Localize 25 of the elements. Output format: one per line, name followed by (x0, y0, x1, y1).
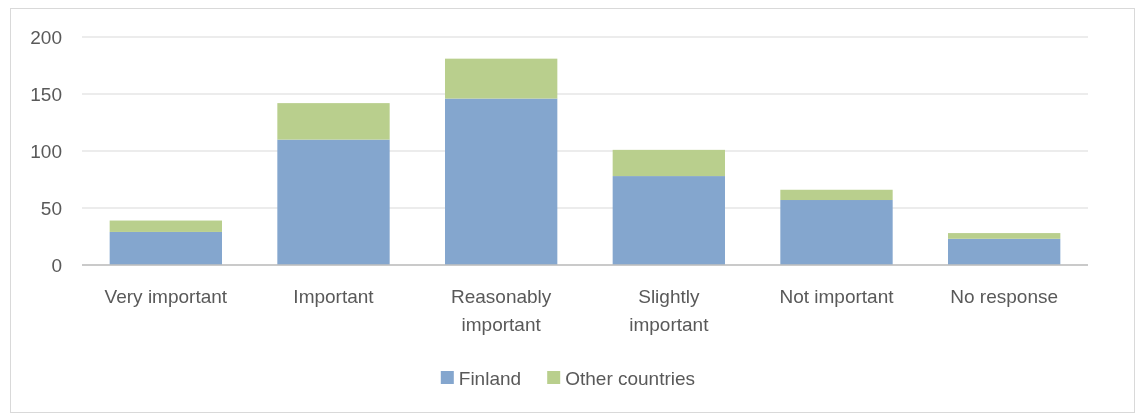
bar (445, 98, 558, 265)
y-tick-label: 100 (30, 140, 62, 162)
bar (780, 200, 893, 265)
x-tick-label: Very important (104, 286, 228, 307)
x-tick-label: Important (293, 286, 375, 307)
y-tick-label: 200 (30, 26, 62, 48)
bar (612, 149, 725, 177)
bar (109, 231, 222, 265)
x-tick-label: Not important (779, 286, 895, 307)
bar (612, 176, 725, 265)
bar (948, 233, 1061, 239)
bar (948, 238, 1061, 265)
bar (445, 58, 558, 99)
x-tick-label: Slightly important (629, 286, 710, 335)
bar (780, 189, 893, 201)
y-tick-label: 150 (30, 83, 62, 105)
bar (277, 139, 390, 265)
legend-label: Other countries (565, 367, 696, 389)
x-tick-label: Reasonably important (450, 286, 552, 335)
bar (109, 220, 222, 232)
legend-label: Finland (458, 367, 522, 389)
y-tick-label: 0 (51, 254, 62, 276)
y-tick-label: 50 (40, 197, 62, 219)
x-tick-label: No response (950, 286, 1059, 307)
bar (277, 103, 390, 140)
